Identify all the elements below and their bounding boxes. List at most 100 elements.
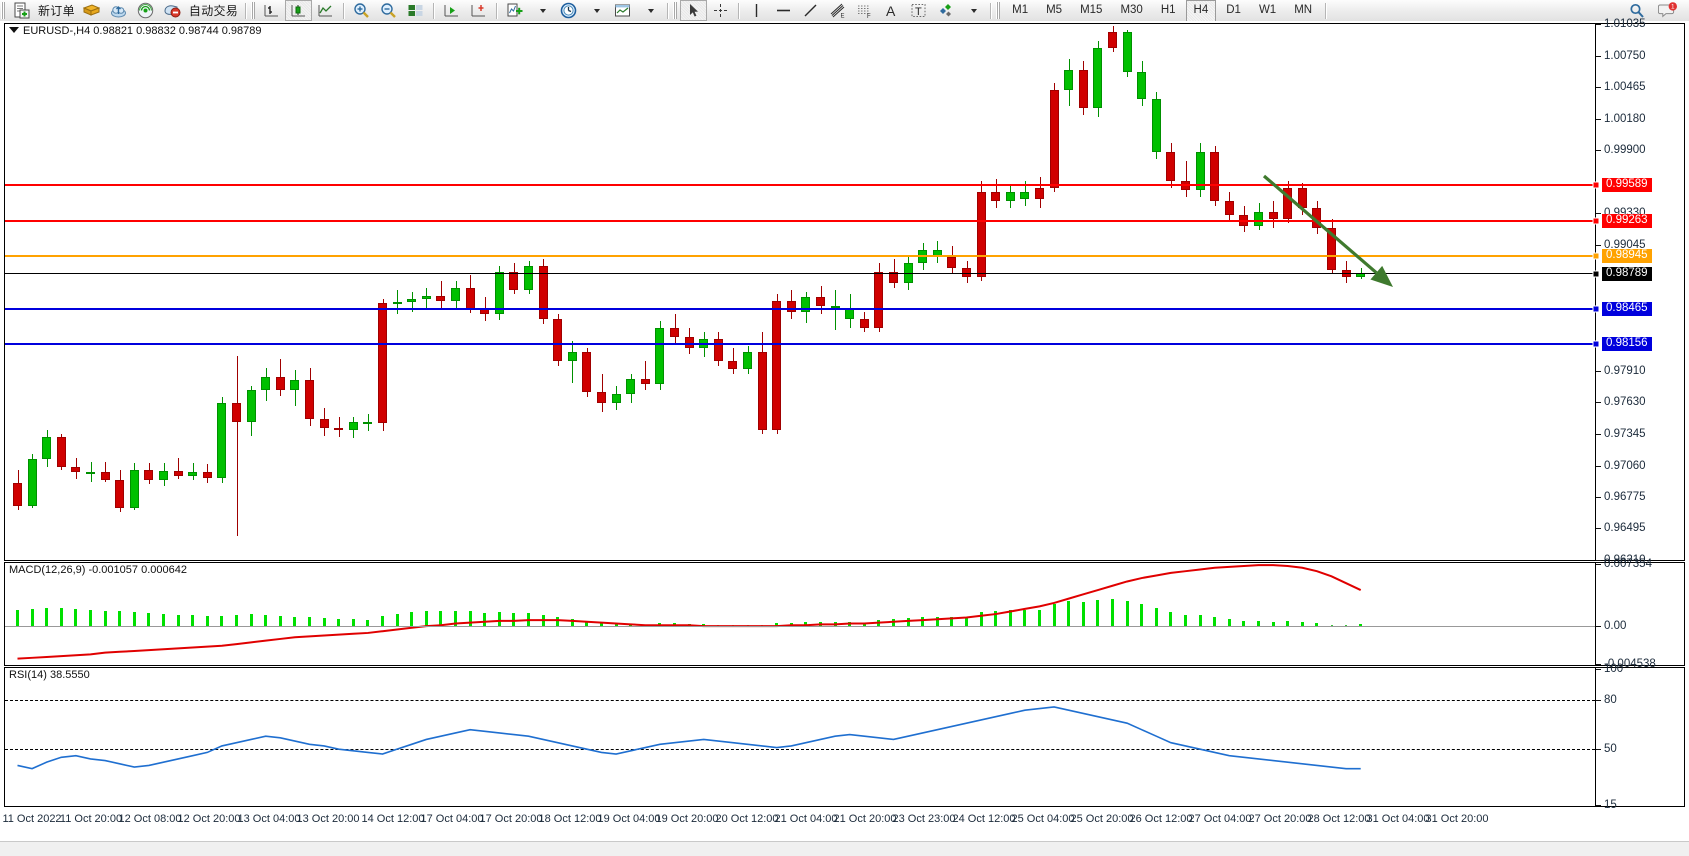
current-price-line[interactable] — [5, 272, 1595, 274]
timeframe-h1[interactable]: H1 — [1160, 4, 1176, 16]
candle-body — [859, 318, 869, 328]
pivot-line-handle[interactable] — [1592, 252, 1600, 260]
candle-body — [246, 390, 256, 423]
candle-body — [290, 380, 300, 391]
toolbar-grip-4[interactable] — [996, 2, 1001, 19]
time-axis-label: 21 Oct 04:00 — [774, 813, 838, 825]
trendline-icon[interactable] — [797, 0, 824, 21]
rsi-panel[interactable]: 100 80 50 15 RSI(14) 38.5550 — [4, 663, 1685, 811]
candle-body — [1122, 32, 1132, 73]
price-axis[interactable]: 1.010351.007501.004651.001800.999000.993… — [1592, 18, 1684, 566]
price-axis-tick — [1596, 118, 1601, 120]
support-line-handle[interactable] — [1592, 340, 1600, 348]
toolbar-grip-2[interactable] — [251, 2, 256, 19]
resistance-line-handle[interactable] — [1592, 181, 1600, 189]
current-price-line-handle[interactable] — [1592, 270, 1600, 277]
indicators-icon[interactable] — [501, 0, 528, 21]
timeframe-mn[interactable]: MN — [1294, 4, 1313, 16]
zoom-out-icon[interactable] — [375, 0, 402, 21]
timeframe-h4[interactable]: H4 — [1185, 0, 1217, 22]
macd-axis[interactable]: 0.007354 0.00 -0.004538 — [1595, 558, 1684, 670]
pivot-line-price-tag[interactable]: 0.98945 — [1602, 249, 1652, 264]
objects-dropdown-arrow[interactable] — [959, 0, 986, 21]
resistance-line-handle[interactable] — [1592, 217, 1600, 225]
equidistant-channel-icon[interactable]: E — [824, 0, 851, 21]
text-label-icon[interactable]: A — [878, 0, 905, 21]
zoom-in-icon[interactable] — [348, 0, 375, 21]
rsi-axis[interactable]: 100 80 50 15 — [1595, 663, 1684, 811]
timeframe-w1[interactable]: W1 — [1258, 4, 1277, 16]
support-line[interactable] — [5, 308, 1595, 311]
cursor-icon[interactable] — [680, 0, 708, 21]
timeframe-m5[interactable]: M5 — [1046, 4, 1063, 16]
macd-histogram-bar — [1271, 621, 1275, 627]
fibonacci-icon[interactable]: F — [851, 0, 878, 21]
line-chart-icon[interactable] — [312, 0, 339, 21]
rsi-plot-area[interactable] — [5, 668, 1595, 806]
support-line-price-tag[interactable]: 0.98156 — [1602, 336, 1652, 351]
candle-body — [1210, 152, 1220, 202]
candlestick-chart-icon[interactable] — [285, 0, 313, 21]
resistance-line[interactable] — [5, 219, 1595, 222]
search-icon[interactable] — [1623, 0, 1650, 21]
candle-body — [1268, 212, 1278, 219]
timeframe-m15[interactable]: M15 — [1080, 4, 1103, 16]
time-axis[interactable]: 11 Oct 2022 11 Oct 20:00 12 Oct 08:00 12 Oc… — [2, 809, 1685, 839]
support-line-price-tag[interactable]: 0.98465 — [1602, 302, 1652, 317]
macd-histogram-bar — [1257, 620, 1260, 627]
cloud-upload-icon[interactable] — [105, 0, 132, 21]
objects-icon[interactable] — [932, 0, 959, 21]
toolbar-grip[interactable] — [1, 2, 5, 19]
timeframe-d1[interactable]: D1 — [1226, 4, 1241, 16]
resistance-line-price-tag[interactable]: 0.99263 — [1602, 213, 1652, 228]
vertical-line-icon[interactable] — [743, 0, 770, 21]
templates-icon[interactable] — [609, 0, 636, 21]
price-panel[interactable]: 1.010351.007501.004651.001800.999000.993… — [4, 18, 1685, 566]
chart-shift-icon[interactable] — [465, 0, 492, 21]
resistance-line[interactable] — [5, 183, 1595, 186]
bar-chart-icon[interactable] — [258, 0, 285, 21]
text-box-icon[interactable]: T — [905, 0, 932, 21]
horizontal-scrollbar[interactable] — [0, 841, 1689, 856]
resistance-line-price-tag[interactable]: 0.99589 — [1602, 177, 1652, 192]
candle-body — [71, 466, 81, 473]
macd-histogram-bar — [556, 617, 560, 627]
price-plot-area[interactable] — [5, 24, 1595, 560]
autotrading-label[interactable]: 自动交易 — [188, 4, 239, 18]
chart-menu-triangle-icon[interactable] — [9, 27, 19, 33]
indicators-dropdown-arrow[interactable] — [528, 0, 555, 21]
time-axis-label: 17 Oct 20:00 — [479, 813, 543, 825]
signal-icon[interactable] — [132, 0, 159, 21]
candle-body — [597, 392, 606, 404]
candle-body — [421, 295, 431, 299]
macd-plot-area[interactable] — [5, 563, 1595, 665]
macd-panel[interactable]: 0.007354 0.00 -0.004538 MACD(12,26,9) -0.0… — [4, 558, 1685, 670]
candle-body — [1195, 152, 1205, 191]
horizontal-line-icon[interactable] — [770, 0, 797, 21]
support-line-handle[interactable] — [1592, 305, 1600, 313]
price-axis-tick-label: 0.99900 — [1604, 144, 1646, 157]
auto-scroll-icon[interactable] — [438, 0, 465, 21]
templates-dropdown-arrow[interactable] — [636, 0, 663, 21]
macd-histogram-bar — [906, 618, 910, 627]
macd-histogram-bar — [614, 623, 618, 627]
timeframe-m30[interactable]: M30 — [1120, 4, 1143, 16]
pivot-line[interactable] — [5, 255, 1595, 258]
candle-wick — [338, 416, 340, 437]
crosshair-icon[interactable] — [707, 0, 734, 21]
period-icon[interactable] — [555, 0, 582, 21]
data-window-icon[interactable] — [402, 0, 429, 21]
timeframe-m1[interactable]: M1 — [1012, 4, 1029, 16]
new-order-icon[interactable] — [8, 0, 35, 21]
period-dropdown-arrow[interactable] — [582, 0, 609, 21]
macd-histogram-bar — [950, 617, 954, 627]
macd-histogram-bar — [1008, 609, 1012, 627]
downtrend-arrow[interactable] — [5, 24, 1595, 560]
support-line[interactable] — [5, 342, 1595, 345]
chat-icon[interactable]: 1 — [1654, 0, 1681, 21]
current-price-line-price-tag[interactable]: 0.98789 — [1602, 266, 1652, 281]
autotrading-icon[interactable] — [159, 0, 186, 21]
new-order-label[interactable]: 新订单 — [38, 4, 75, 18]
toolbar-grip-3[interactable] — [673, 2, 678, 19]
wallet-icon[interactable] — [78, 0, 105, 21]
